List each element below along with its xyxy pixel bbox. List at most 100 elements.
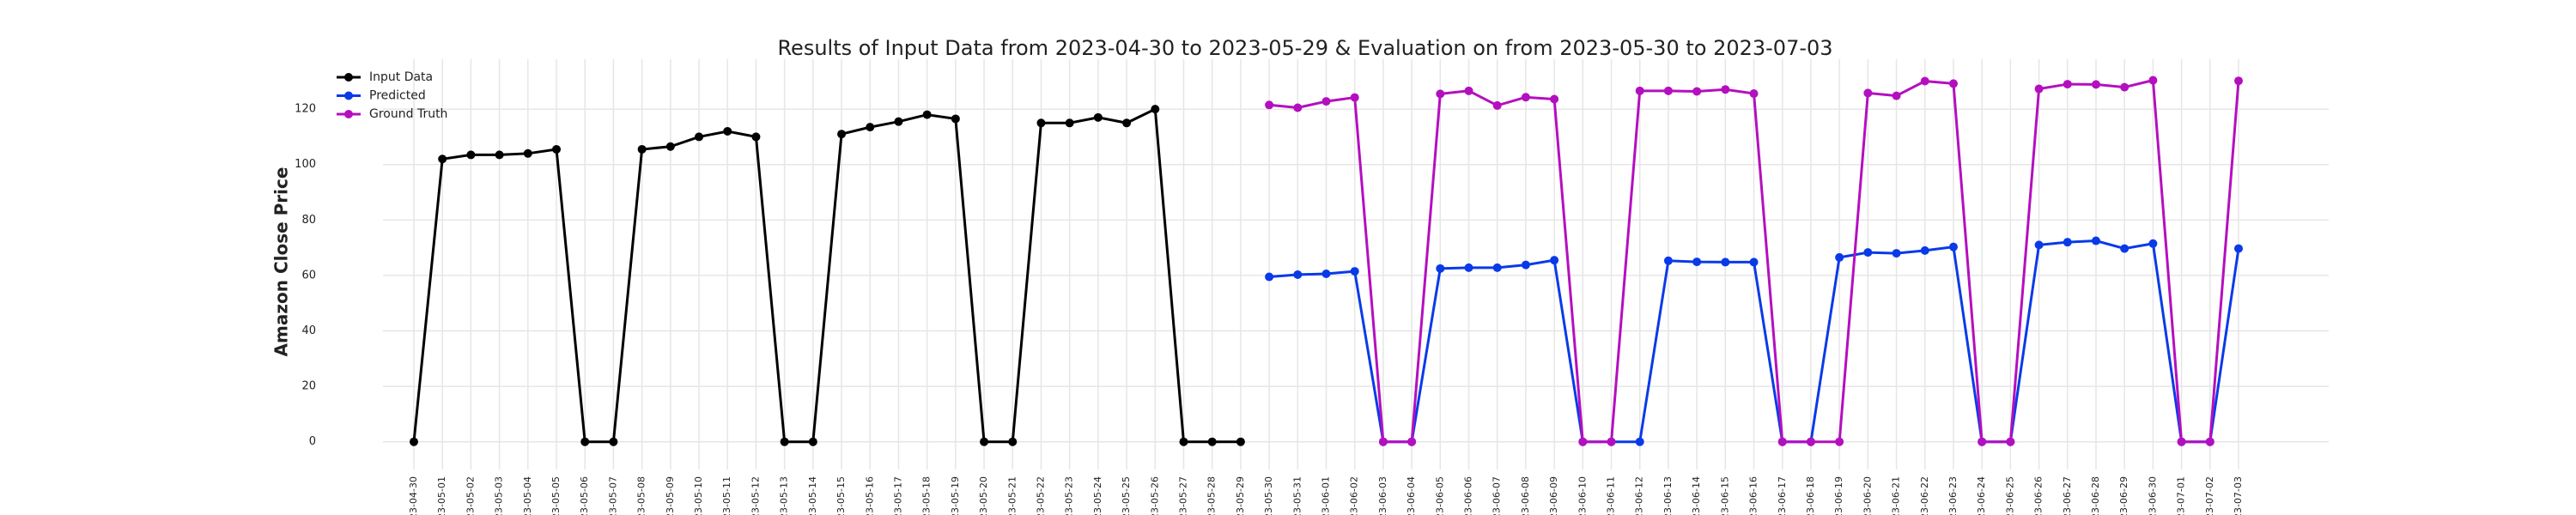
data-point [866, 123, 875, 132]
data-point [1492, 100, 1502, 110]
x-tick-label: 2023-06-08 [1520, 476, 1531, 515]
data-point [837, 130, 847, 139]
data-point [1464, 86, 1473, 95]
x-tick-label: 2023-05-02 [465, 476, 476, 515]
data-point [2120, 82, 2129, 92]
data-point [1663, 256, 1673, 265]
x-tick-label: 2023-05-19 [950, 476, 961, 515]
x-tick-label: 2023-05-16 [864, 476, 875, 515]
data-point [2148, 239, 2158, 248]
data-point [1265, 272, 1274, 282]
data-point [2091, 236, 2100, 245]
data-point [523, 148, 532, 158]
x-tick-label: 2023-05-08 [636, 476, 647, 515]
x-tick-label: 2023-05-22 [1035, 476, 1046, 515]
x-tick-label: 2023-06-27 [2062, 476, 2073, 515]
x-tick-label: 2023-05-11 [721, 476, 732, 515]
x-tick-label: 2023-07-01 [2176, 476, 2187, 515]
data-point [2234, 244, 2243, 253]
data-point [1236, 437, 1245, 446]
data-point [1635, 86, 1644, 95]
grid [383, 59, 2329, 470]
x-tick-label: 2023-06-26 [2033, 476, 2044, 515]
data-point [1749, 89, 1759, 99]
data-point [1721, 85, 1730, 94]
data-point [1806, 437, 1815, 446]
data-point [410, 437, 418, 446]
data-point [552, 144, 562, 154]
data-point [1122, 118, 1132, 128]
data-point [1550, 94, 1559, 104]
x-tick-label: 2023-05-20 [978, 476, 989, 515]
x-tick-label: 2023-05-04 [522, 476, 533, 515]
legend-marker [344, 91, 353, 100]
x-tick-label: 2023-05-31 [1291, 476, 1303, 515]
chart-title: Results of Input Data from 2023-04-30 to… [777, 36, 1832, 60]
y-tick-label: 20 [301, 380, 316, 393]
data-point [1350, 267, 1359, 276]
data-point [695, 132, 704, 142]
data-point [1578, 437, 1588, 446]
y-axis-label: Amazon Close Price [271, 167, 292, 357]
data-point [1008, 437, 1018, 446]
data-point [1378, 437, 1388, 446]
data-point [1151, 105, 1160, 114]
data-point [1065, 118, 1074, 128]
data-point [2148, 76, 2158, 85]
x-tick-label: 2023-05-05 [550, 476, 562, 515]
y-tick-label: 100 [295, 158, 316, 171]
y-tick-label: 0 [309, 435, 316, 448]
data-point [780, 437, 789, 446]
x-tick-label: 2023-04-30 [408, 476, 419, 515]
data-point [951, 114, 960, 124]
x-tick-label: 2023-06-24 [1976, 476, 1987, 515]
x-tick-label: 2023-06-15 [1719, 476, 1730, 515]
x-tick-label: 2023-06-23 [1947, 476, 1959, 515]
data-point [2034, 84, 2044, 94]
x-tick-label: 2023-06-25 [2004, 476, 2015, 515]
y-tick-label: 40 [301, 324, 316, 337]
data-point [1436, 89, 1445, 99]
x-tick-label: 2023-06-21 [1891, 476, 1902, 515]
data-point [665, 142, 675, 151]
x-tick-label: 2023-06-14 [1691, 476, 1702, 515]
x-tick-label: 2023-05-15 [835, 476, 847, 515]
data-point [1863, 248, 1873, 258]
x-tick-label: 2023-05-03 [494, 476, 505, 515]
data-point [1293, 103, 1303, 112]
data-point [1607, 437, 1616, 446]
x-tick-label: 2023-07-02 [2204, 476, 2215, 515]
data-point [1550, 256, 1559, 265]
data-point [2034, 240, 2044, 250]
data-point [1920, 245, 1929, 255]
data-point [1293, 270, 1303, 279]
x-tick-label: 2023-06-12 [1634, 476, 1645, 515]
data-point [1521, 93, 1530, 102]
x-tick-label: 2023-05-09 [665, 476, 676, 515]
x-tick-label: 2023-06-20 [1862, 476, 1873, 515]
data-point [2006, 437, 2015, 446]
x-tick-label: 2023-05-13 [779, 476, 790, 515]
y-tick-label: 80 [301, 214, 316, 227]
data-point [1350, 93, 1359, 102]
y-tick-label: 120 [295, 103, 316, 116]
data-point [1892, 91, 1901, 100]
legend-label: Predicted [369, 89, 426, 103]
x-tick-label: 2023-06-01 [1321, 476, 1332, 515]
x-tick-label: 2023-05-23 [1064, 476, 1075, 515]
data-point [438, 154, 447, 164]
x-tick-label: 2023-05-12 [750, 476, 761, 515]
data-point [2063, 80, 2072, 89]
x-tick-label: 2023-05-25 [1121, 476, 1132, 515]
data-point [1321, 97, 1331, 106]
x-tick-label: 2023-05-06 [579, 476, 590, 515]
x-tick-label: 2023-05-27 [1177, 476, 1188, 515]
data-point [894, 117, 903, 126]
data-point [1464, 263, 1473, 272]
data-point [751, 132, 761, 142]
data-point [1835, 252, 1844, 262]
data-point [2177, 437, 2186, 446]
x-tick-label: 2023-06-17 [1777, 476, 1788, 515]
data-point [1863, 88, 1873, 98]
x-tick-label: 2023-05-24 [1092, 476, 1103, 515]
